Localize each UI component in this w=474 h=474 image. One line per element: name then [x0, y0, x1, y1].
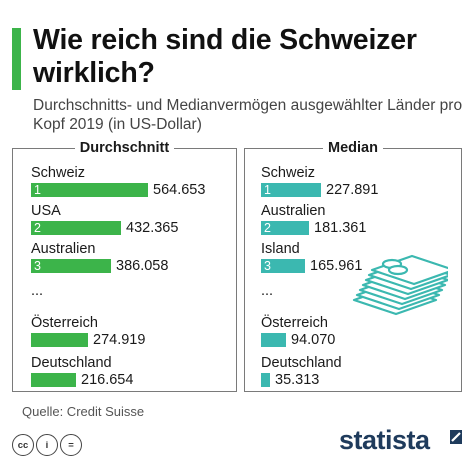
average-country-label: Australien: [31, 241, 96, 257]
median-value-label: 94.070: [291, 332, 336, 348]
average-bar: [31, 333, 88, 347]
median-country-label: Schweiz: [261, 165, 315, 181]
median-bar: [261, 373, 270, 387]
average-country-label: Österreich: [31, 315, 98, 331]
average-bar: [31, 259, 111, 273]
median-value-label: 165.961: [310, 258, 363, 274]
title-accent-bar: [12, 28, 21, 90]
median-panel-title: Median: [323, 140, 383, 156]
average-value-label: 564.653: [153, 182, 206, 198]
person-icon: i: [36, 434, 58, 456]
median-country-label: Österreich: [261, 315, 328, 331]
average-rank-label: 3: [34, 259, 41, 273]
median-country-label: Island: [261, 241, 300, 257]
median-panel: Median Schweiz 1 227.891 Australien 2 181.361…: [244, 140, 462, 392]
average-ellipsis: ...: [31, 283, 44, 299]
median-bar: [261, 221, 309, 235]
average-rank-label: 2: [34, 221, 41, 235]
average-country-label: USA: [31, 203, 61, 219]
average-bar: [31, 221, 121, 235]
median-rank-label: 2: [264, 221, 271, 235]
source-note: Quelle: Credit Suisse: [22, 404, 145, 419]
median-value-label: 181.361: [314, 220, 367, 236]
average-bar: [31, 373, 76, 387]
average-value-label: 432.365: [126, 220, 179, 236]
median-bar: [261, 333, 286, 347]
cc-icon: cc: [12, 434, 34, 456]
money-stack-icon: [352, 254, 448, 316]
median-value-label: 35.313: [275, 372, 320, 388]
average-country-label: Schweiz: [31, 165, 85, 181]
statista-logo[interactable]: statista: [339, 425, 430, 455]
average-country-label: Deutschland: [31, 355, 112, 371]
median-country-label: Australien: [261, 203, 326, 219]
average-value-label: 216.654: [81, 372, 134, 388]
license-icons[interactable]: cc i =: [12, 434, 82, 456]
equals-icon: =: [60, 434, 82, 456]
median-bar: [261, 183, 321, 197]
average-value-label: 386.058: [116, 258, 169, 274]
chart-title: Wie reich sind die Schweizer wirklich?: [33, 24, 417, 89]
median-rank-label: 1: [264, 183, 271, 197]
median-value-label: 227.891: [326, 182, 379, 198]
average-value-label: 274.919: [93, 332, 146, 348]
median-bar: [261, 259, 305, 273]
average-panel-title: Durchschnitt: [74, 140, 175, 156]
average-panel: Durchschnitt Schweiz 1 564.653 USA 2 432.365 A…: [12, 140, 237, 392]
statista-logo-icon: [450, 430, 462, 444]
median-country-label: Deutschland: [261, 355, 342, 371]
average-rank-label: 1: [34, 183, 41, 197]
average-bar: [31, 183, 148, 197]
banknote-emblem: [387, 264, 409, 276]
median-ellipsis: ...: [261, 283, 274, 299]
chart-subtitle: Durchschnitts- und Medianvermögen ausgew…: [33, 97, 463, 133]
median-rank-label: 3: [264, 259, 271, 273]
